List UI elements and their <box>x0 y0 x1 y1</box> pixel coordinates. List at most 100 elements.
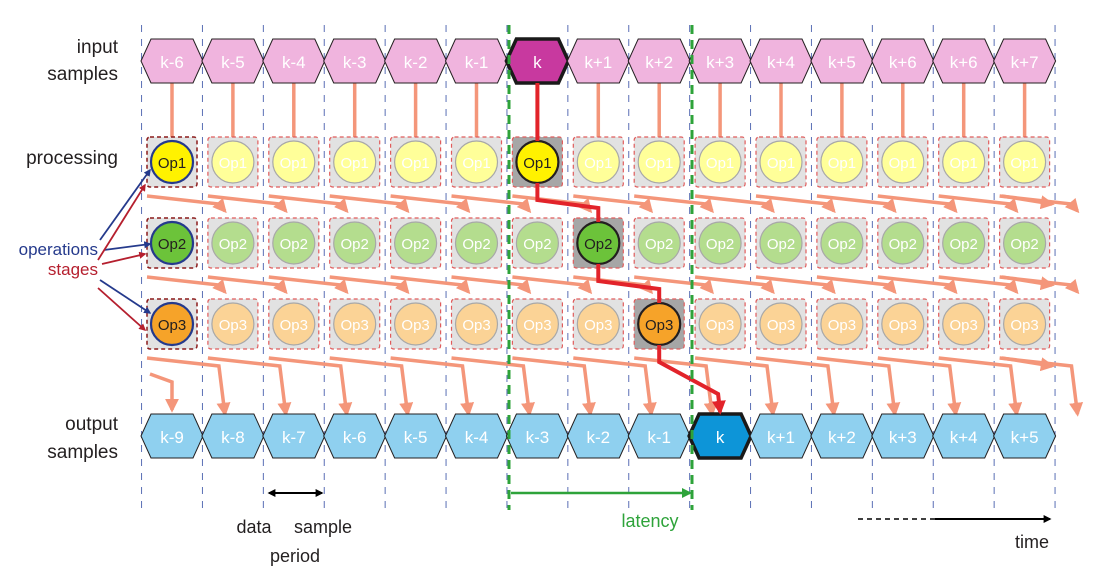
op1-circle <box>454 140 499 184</box>
stage-flow-arrow <box>390 356 475 417</box>
op2-circle <box>454 221 499 265</box>
operations-arrow-op3 <box>99 279 152 314</box>
op2-circle <box>515 221 560 265</box>
input-sample-label: k+6 <box>889 53 917 72</box>
op2-label: Op2 <box>889 236 917 253</box>
stage-1-box: Op1 <box>633 136 685 188</box>
stage-3-box: Op3 <box>511 298 564 350</box>
input-sample: k-5 <box>201 38 265 84</box>
op2-circle <box>333 221 377 265</box>
op1-label: Op1 <box>889 155 917 172</box>
input-sample-label: k-2 <box>404 53 428 72</box>
op1-label: Op1 <box>158 155 186 172</box>
output-sample: k-4 <box>444 413 509 459</box>
op1-label: Op1 <box>828 155 856 172</box>
stage-2-box: Op2 <box>998 217 1051 269</box>
stage-flow-arrow <box>816 194 897 214</box>
op2-label: Op2 <box>523 236 551 253</box>
stage-flow-arrow <box>755 275 836 295</box>
op3-circle <box>576 302 620 346</box>
stages-arrow-2 <box>101 251 147 265</box>
op1-circle <box>820 140 864 184</box>
stage-2-box: Op2 <box>877 217 929 269</box>
stage-3-box: Op3 <box>755 298 807 350</box>
op1-label: Op1 <box>1010 155 1038 172</box>
op2-circle <box>272 221 316 265</box>
stage-3-box: Op3 <box>207 298 259 350</box>
op3-circle <box>272 302 316 346</box>
stage-3-box: Op3 <box>268 298 320 350</box>
op3-label: Op3 <box>584 317 612 334</box>
stage-flow-arrow <box>634 275 714 295</box>
stage-flow-arrow <box>390 194 471 214</box>
op2-circle <box>881 221 925 265</box>
stage-flow-arrow <box>877 194 958 214</box>
stage-3-box: Op3 <box>572 298 624 350</box>
stage-3-box: Op3 <box>633 298 685 350</box>
stage-flow-arrow <box>1001 275 1055 291</box>
op2-circle <box>394 221 438 265</box>
input-sample-shape <box>993 38 1057 84</box>
time-gridlines <box>141 25 1056 510</box>
stage-flow-arrow <box>512 275 593 295</box>
op3-label: Op3 <box>706 317 734 334</box>
op3-circle <box>149 301 195 347</box>
op3-label: Op3 <box>219 317 247 334</box>
input-label-line1: input <box>77 37 119 58</box>
op1-label: Op1 <box>523 155 551 172</box>
stage-1-box: Op1 <box>755 136 807 188</box>
op3-circle <box>942 302 986 346</box>
op1-circle <box>394 140 438 184</box>
op1-label: Op1 <box>219 155 247 172</box>
op1-label: Op1 <box>706 155 734 172</box>
pipeline-stages: Op1 Op2 Op3 Op1 Op2 Op3 Op1 Op2 Op3 Op1 Op2 Op3 Op1 O… <box>146 136 1051 350</box>
op2-circle <box>942 221 986 265</box>
operations-arrow-op2 <box>103 241 152 251</box>
input-sample: k-4 <box>262 38 326 84</box>
stage-2-box: Op2 <box>329 217 381 269</box>
output-sample-label: k-9 <box>160 428 184 447</box>
stage-1-box: Op1 <box>998 136 1051 188</box>
op3-label: Op3 <box>828 317 856 334</box>
op3-label: Op3 <box>950 317 978 334</box>
input-sample-label: k+3 <box>706 53 734 72</box>
op2-label: Op2 <box>158 236 186 253</box>
op2-label: Op2 <box>462 236 490 253</box>
op1-circle <box>637 140 681 184</box>
input-sample: k+6 <box>871 38 935 84</box>
period-label: period <box>270 546 320 566</box>
op1-circle <box>149 139 195 185</box>
op2-label: Op2 <box>950 236 978 253</box>
output-sample: k-3 <box>505 413 569 459</box>
stage-3-box: Op3 <box>938 298 990 350</box>
input-sample: k-3 <box>323 38 387 84</box>
op3-label: Op3 <box>401 317 429 334</box>
stage-flow-arrow <box>1001 194 1055 210</box>
stage-flow-arrow <box>146 356 231 417</box>
stage-flow-arrow <box>634 194 714 214</box>
input-sample: k+2 <box>627 38 691 84</box>
stage-flow-arrow <box>146 194 227 214</box>
stage-flow-arrow <box>146 275 227 295</box>
output-sample-label: k+5 <box>1011 428 1039 447</box>
output-sample: k-7 <box>262 413 326 459</box>
op2-label: Op2 <box>1010 236 1038 253</box>
stage-flow-arrow <box>451 275 532 295</box>
stage-2-box: Op2 <box>268 217 320 269</box>
stage-1-box: Op1 <box>511 136 564 188</box>
op3-label: Op3 <box>767 317 795 334</box>
op1-circle <box>576 140 620 184</box>
output-sample: k-6 <box>323 413 387 459</box>
operations-arrow-op1 <box>99 168 151 241</box>
op1-label: Op1 <box>341 155 369 172</box>
op3-circle <box>1002 302 1047 346</box>
output-sample: k-8 <box>201 413 265 459</box>
stage-3-box: Op3 <box>877 298 929 350</box>
op2-circle <box>637 221 681 265</box>
input-sample: k+4 <box>749 38 813 84</box>
stage-flow-arrow <box>207 194 288 214</box>
stage-2-box: Op2 <box>511 217 564 269</box>
critical-path <box>535 83 726 415</box>
critical-path-segment <box>596 264 662 303</box>
